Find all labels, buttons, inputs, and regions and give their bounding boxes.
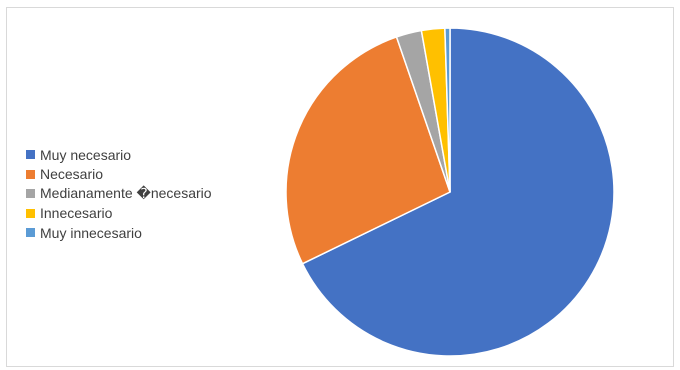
legend: Muy necesario Necesario Medianamente �ne… xyxy=(26,145,212,243)
pie-slices xyxy=(285,27,615,357)
legend-swatch-necesario xyxy=(26,169,35,179)
legend-item-innecesario: Innecesario xyxy=(26,204,212,224)
legend-swatch-innecesario xyxy=(26,208,35,218)
legend-swatch-medianamente-necesario xyxy=(26,189,35,199)
legend-label-necesario: Necesario xyxy=(40,166,104,183)
legend-label-muy-innecesario: Muy innecesario xyxy=(40,224,142,241)
legend-swatch-muy-innecesario xyxy=(26,228,35,238)
legend-swatch-muy-necesario xyxy=(26,150,35,160)
pie-slice-necesario xyxy=(285,36,451,265)
legend-label-medianamente-necesario: Medianamente �necesario xyxy=(40,185,212,202)
pie-slice-muy-necesario xyxy=(301,27,615,357)
legend-item-necesario: Necesario xyxy=(26,165,212,185)
legend-item-muy-innecesario: Muy innecesario xyxy=(26,223,212,243)
legend-label-innecesario: Innecesario xyxy=(40,205,113,222)
pie-slice-muy-innecesario xyxy=(444,27,451,193)
legend-label-muy-necesario: Muy necesario xyxy=(40,146,132,163)
legend-item-muy-necesario: Muy necesario xyxy=(26,145,212,165)
legend-item-medianamente-necesario: Medianamente �necesario xyxy=(26,184,212,204)
